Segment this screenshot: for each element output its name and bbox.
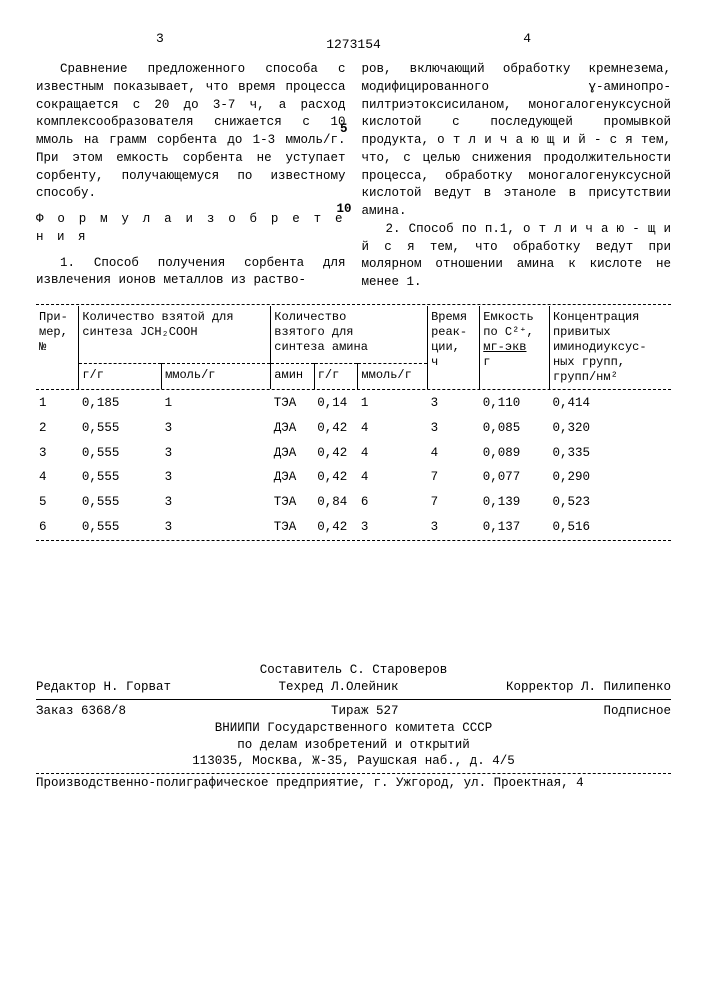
th-time: Время реак- ции, ч bbox=[428, 306, 480, 389]
right-para-2: 2. Способ по п.1, о т л и ч а ю - щ и й … bbox=[362, 221, 672, 292]
address: 113035, Москва, Ж-35, Раушская наб., д. … bbox=[36, 753, 671, 770]
left-para-1: Сравнение предложенного способа с извест… bbox=[36, 61, 346, 203]
page: 3 4 1273154 5 10 Сравнение предложенного… bbox=[0, 0, 707, 792]
th-amin: амин bbox=[271, 364, 314, 389]
document-id: 1273154 bbox=[36, 36, 671, 54]
podpisnoe: Подписное bbox=[603, 703, 671, 720]
margin-num-5: 5 bbox=[340, 121, 348, 139]
th-amine: Количество взятого для синтеза амина bbox=[271, 306, 428, 364]
th-mmol-2: ммоль/г bbox=[358, 364, 428, 389]
th-gg-2: г/г bbox=[314, 364, 358, 389]
printer-line: Производственно-полиграфическое предприя… bbox=[36, 775, 671, 792]
table-row: 30,5553 ДЭА0,424 40,0890,335 bbox=[36, 441, 671, 466]
formula-heading: Ф о р м у л а и з о б р е т е н и я bbox=[36, 211, 346, 247]
editor: Редактор Н. Горват bbox=[36, 679, 171, 696]
credits-block: Составитель С. Староверов Редактор Н. Го… bbox=[36, 662, 671, 792]
text-columns: 5 10 Сравнение предложенного способа с и… bbox=[36, 61, 671, 292]
th-mmol-1: ммоль/г bbox=[162, 364, 271, 389]
right-para-1: ров, включающий обработку кремнезе­ма, м… bbox=[362, 61, 672, 221]
table-row: 10,1851 ТЭА0,141 30,1100,414 bbox=[36, 391, 671, 416]
table-row: 40,5553 ДЭА0,424 70,0770,290 bbox=[36, 465, 671, 490]
tech-editor: Техред Л.Олейник bbox=[278, 679, 398, 696]
table-row: 60,5553 ТЭА0,423 30,1370,516 bbox=[36, 515, 671, 540]
th-jch2cooh: Количество взятой для синтеза JCH₂COOH bbox=[79, 306, 271, 364]
corrector: Корректор Л. Пилипенко bbox=[506, 679, 671, 696]
table-row: 20,5553 ДЭА0,424 30,0850,320 bbox=[36, 416, 671, 441]
data-table: При- мер, № Количество взятой для синтез… bbox=[36, 304, 671, 542]
left-column: 5 10 Сравнение предложенного способа с и… bbox=[36, 61, 346, 292]
page-num-right: 4 bbox=[523, 30, 531, 48]
page-num-left: 3 bbox=[156, 30, 164, 48]
order-num: Заказ 6368/8 bbox=[36, 703, 126, 720]
table-row: 50,5553 ТЭА0,846 70,1390,523 bbox=[36, 490, 671, 515]
org-line-2: по делам изобретений и открытий bbox=[36, 737, 671, 754]
th-gg-1: г/г bbox=[79, 364, 162, 389]
org-line-1: ВНИИПИ Государственного комитета СССР bbox=[36, 720, 671, 737]
left-para-2: 1. Способ получения сорбента для извлече… bbox=[36, 255, 346, 291]
right-column: ров, включающий обработку кремнезе­ма, м… bbox=[362, 61, 672, 292]
th-concentration: Концентрация привитых иминодиуксус- ных … bbox=[549, 306, 671, 389]
tirazh: Тираж 527 bbox=[331, 703, 399, 720]
margin-num-10: 10 bbox=[336, 201, 351, 219]
composer: Составитель С. Староверов bbox=[36, 662, 671, 679]
th-capacity: Емкость по С²⁺, мг-экв г bbox=[480, 306, 550, 389]
th-primer: При- мер, № bbox=[36, 306, 79, 389]
